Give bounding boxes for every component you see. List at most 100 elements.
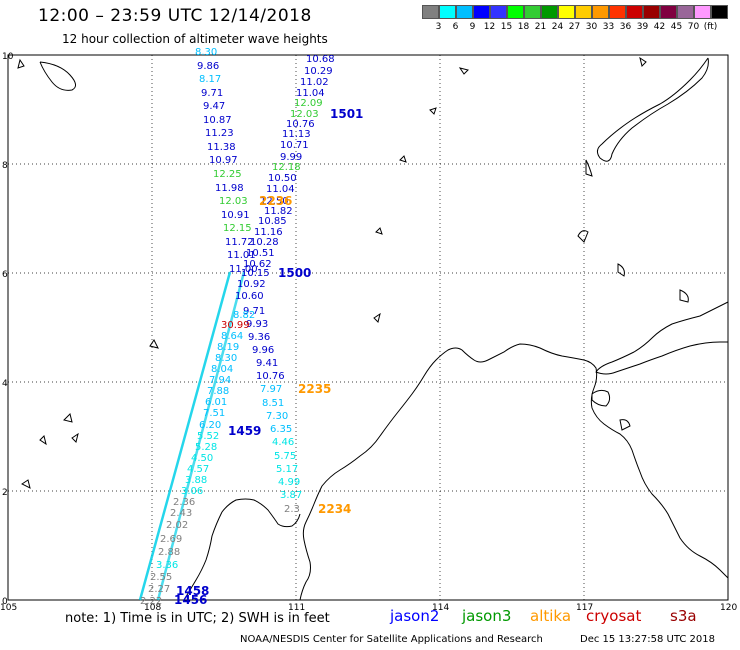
legend-jason2: jason2 bbox=[390, 607, 440, 625]
wave-height-value: 2.43 bbox=[170, 508, 192, 519]
colorbar-swatch bbox=[473, 5, 490, 19]
pass-time-label: 1459 bbox=[228, 424, 261, 438]
pass-time-label: 1501 bbox=[330, 107, 363, 121]
colorbar-label: 39 bbox=[636, 22, 649, 32]
colorbar-swatch bbox=[507, 5, 524, 19]
pass-time-label: 1456 bbox=[174, 593, 207, 607]
wave-height-value: 9.99 bbox=[280, 152, 302, 163]
footer-credit: NOAA/NESDIS Center for Satellite Applica… bbox=[240, 634, 543, 645]
pass-time-label: 1500 bbox=[278, 266, 311, 280]
wave-height-value: 6.20 bbox=[199, 420, 221, 431]
lon-tick: 111 bbox=[288, 603, 306, 613]
wave-height-value: 5.17 bbox=[276, 464, 298, 475]
wave-height-value: 8.30 bbox=[195, 47, 217, 58]
map-subtitle: 12 hour collection of altimeter wave hei… bbox=[62, 32, 328, 46]
wave-height-value: 10.60 bbox=[235, 291, 264, 302]
colorbar-swatch bbox=[592, 5, 609, 19]
lat-tick: 10 bbox=[2, 52, 14, 62]
wave-height-value: 7.51 bbox=[203, 408, 225, 419]
colorbar-label: 27 bbox=[568, 22, 581, 32]
wave-height-value: 5.75 bbox=[274, 451, 296, 462]
wave-height-value: 3.88 bbox=[185, 475, 207, 486]
wave-height-value: 6.35 bbox=[270, 424, 292, 435]
lat-tick: 4 bbox=[2, 379, 8, 389]
wave-height-value: 6.01 bbox=[205, 397, 227, 408]
wave-height-value: 12.03 bbox=[219, 196, 248, 207]
wave-height-value: 7.30 bbox=[266, 411, 288, 422]
wave-height-value: 9.71 bbox=[243, 306, 265, 317]
satellite-ground-tracks bbox=[138, 271, 246, 601]
colorbar-swatch bbox=[524, 5, 541, 19]
wave-height-value: 10.68 bbox=[306, 54, 335, 65]
wave-height-value: 11.04 bbox=[296, 88, 325, 99]
lat-tick: 8 bbox=[2, 161, 8, 171]
wave-height-value: 10.92 bbox=[237, 279, 266, 290]
legend-s3a: s3a bbox=[670, 607, 697, 625]
lat-tick: 6 bbox=[2, 270, 8, 280]
wave-height-value: 9.96 bbox=[252, 345, 274, 356]
colorbar-label: 36 bbox=[619, 22, 632, 32]
wave-height-value: 8.64 bbox=[221, 331, 243, 342]
wave-height-value: 12.09 bbox=[294, 98, 323, 109]
wave-height-value: 11.04 bbox=[266, 184, 295, 195]
wave-height-value: 11.23 bbox=[205, 128, 234, 139]
colorbar-label: 30 bbox=[585, 22, 598, 32]
pass-time-label: 1458 bbox=[176, 584, 209, 598]
lat-tick: 2 bbox=[2, 488, 8, 498]
lon-tick: 114 bbox=[432, 603, 450, 613]
wave-height-value: 9.41 bbox=[256, 358, 278, 369]
wave-height-value: 4.50 bbox=[191, 453, 213, 464]
wave-height-value: 10.76 bbox=[256, 371, 285, 382]
wave-height-value: 7.97 bbox=[260, 384, 282, 395]
lon-tick: 108 bbox=[144, 603, 162, 613]
wave-height-value: 2.55 bbox=[150, 572, 172, 583]
wave-height-value: 8.19 bbox=[217, 342, 239, 353]
colorbar-swatch bbox=[694, 5, 711, 19]
wave-height-value: 11.72 bbox=[225, 237, 254, 248]
wave-height-value: 10.28 bbox=[250, 237, 279, 248]
wave-height-value: 12.18 bbox=[272, 162, 301, 173]
wave-height-value: 8.82 bbox=[233, 310, 255, 321]
wave-height-value: 8.17 bbox=[199, 74, 221, 85]
colorbar bbox=[422, 5, 728, 19]
lat-tick: 0 bbox=[2, 597, 8, 607]
wave-height-value: 10.91 bbox=[221, 210, 250, 221]
wave-height-value: 4.57 bbox=[187, 464, 209, 475]
wave-height-value: 11.13 bbox=[282, 129, 311, 140]
wave-height-value: 10.62 bbox=[243, 259, 272, 270]
wave-height-value: 2.69 bbox=[160, 534, 182, 545]
footer-timestamp: Dec 15 13:27:58 UTC 2018 bbox=[580, 634, 715, 645]
wave-height-readings: 8.30 9.86 8.17 9.71 9.47 10.87 11.23 11.38 10.97… bbox=[140, 47, 335, 607]
colorbar-swatch bbox=[558, 5, 575, 19]
wave-height-value: 9.93 bbox=[246, 319, 268, 330]
wave-height-value: 10.97 bbox=[209, 155, 238, 166]
wave-height-value: 11.98 bbox=[215, 183, 244, 194]
wave-height-value: 8.51 bbox=[262, 398, 284, 409]
wave-height-value: 9.71 bbox=[201, 88, 223, 99]
legend-altika: altika bbox=[530, 607, 572, 625]
wave-height-value: 3.87 bbox=[280, 490, 302, 501]
wave-height-value: 2.22 bbox=[140, 596, 162, 607]
wave-height-value: 11.01 bbox=[227, 250, 256, 261]
legend-cryosat: cryosat bbox=[586, 607, 642, 625]
wave-height-value: 4.99 bbox=[278, 477, 300, 488]
wave-height-value: 7.88 bbox=[207, 386, 229, 397]
colorbar-swatch bbox=[575, 5, 592, 19]
wave-height-value: 3.36 bbox=[156, 560, 178, 571]
coastlines bbox=[17, 56, 729, 601]
wave-height-value: 11.16 bbox=[254, 227, 283, 238]
wave-height-value: 5.28 bbox=[195, 442, 217, 453]
wave-height-value: 8.30 bbox=[215, 353, 237, 364]
colorbar-swatch bbox=[660, 5, 677, 19]
wave-height-value: 9.86 bbox=[197, 61, 219, 72]
wave-height-value: 30.99 bbox=[221, 320, 250, 331]
colorbar-swatch bbox=[439, 5, 456, 19]
wave-height-value: 10.71 bbox=[280, 140, 309, 151]
wave-height-value: 2.27 bbox=[148, 584, 170, 595]
colorbar-label: 24 bbox=[551, 22, 564, 32]
colorbar-swatch bbox=[541, 5, 558, 19]
wave-height-value: 12.50 bbox=[260, 196, 289, 207]
wave-height-value: 12.15 bbox=[223, 223, 252, 234]
wave-height-value: 10.50 bbox=[268, 173, 297, 184]
